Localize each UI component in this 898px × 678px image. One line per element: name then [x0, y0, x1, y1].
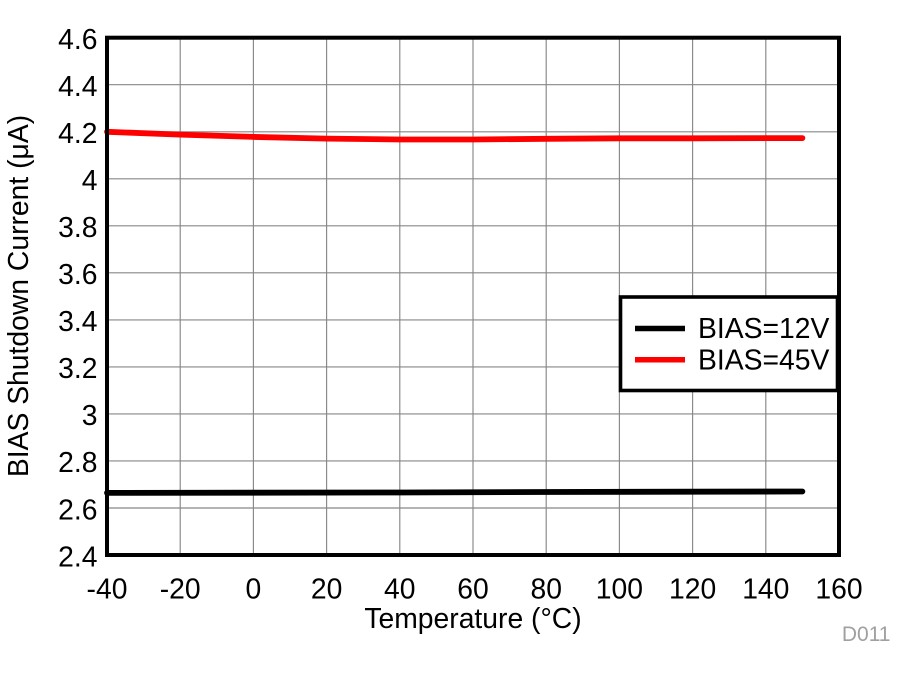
svg-text:3.6: 3.6: [58, 258, 97, 290]
svg-text:120: 120: [669, 572, 716, 604]
svg-text:3.8: 3.8: [58, 211, 97, 243]
svg-text:4.4: 4.4: [58, 70, 97, 102]
svg-text:3: 3: [82, 399, 98, 431]
svg-text:4: 4: [82, 164, 98, 196]
svg-text:2.8: 2.8: [58, 446, 97, 478]
svg-text:60: 60: [457, 572, 488, 604]
svg-text:4.2: 4.2: [58, 117, 97, 149]
svg-text:80: 80: [530, 572, 561, 604]
svg-text:40: 40: [384, 572, 415, 604]
svg-text:4.6: 4.6: [58, 23, 97, 55]
svg-text:-40: -40: [87, 572, 128, 604]
svg-text:D011: D011: [842, 623, 891, 646]
svg-text:160: 160: [815, 572, 862, 604]
svg-text:3.2: 3.2: [58, 352, 97, 384]
svg-text:20: 20: [311, 572, 342, 604]
svg-text:100: 100: [596, 572, 643, 604]
svg-text:BIAS=45V: BIAS=45V: [698, 344, 829, 376]
svg-text:2.6: 2.6: [58, 493, 97, 525]
svg-text:BIAS=12V: BIAS=12V: [698, 312, 829, 344]
svg-text:-20: -20: [160, 572, 201, 604]
svg-text:140: 140: [742, 572, 789, 604]
svg-text:3.4: 3.4: [58, 305, 97, 337]
svg-text:0: 0: [246, 572, 262, 604]
svg-text:Temperature (°C): Temperature (°C): [364, 602, 581, 634]
svg-text:BIAS Shutdown Current (μA): BIAS Shutdown Current (μA): [2, 115, 34, 477]
svg-text:2.4: 2.4: [58, 540, 97, 572]
